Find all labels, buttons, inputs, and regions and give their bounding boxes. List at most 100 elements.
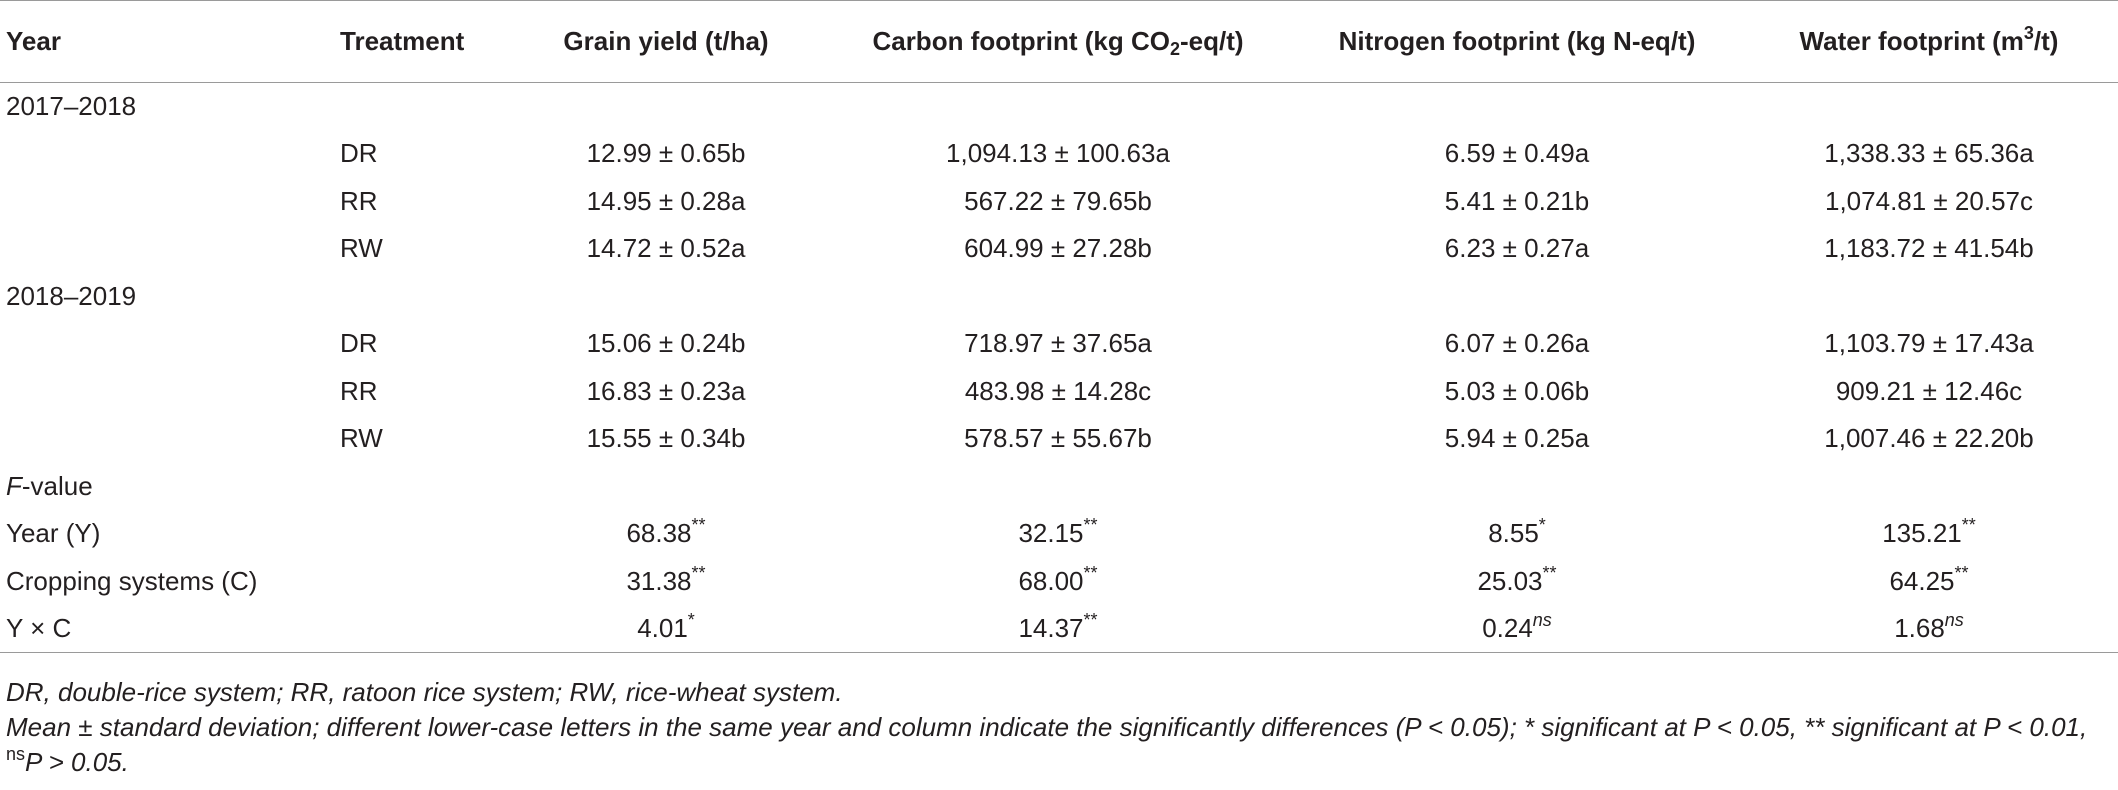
footprint-table: Year Treatment Grain yield (t/ha) Carbon… — [0, 0, 2118, 653]
table-footnotes: DR, double-rice system; RR, ratoon rice … — [6, 675, 2112, 780]
header-carbon-subscript: 2 — [1169, 39, 1180, 59]
significance-mark: ns — [1944, 610, 1964, 630]
grain-yield-cell: 14.72 ± 0.52a — [586, 233, 746, 264]
fvalue-carbon-cell: 68.00** — [822, 558, 1294, 606]
fvalue-nitrogen-cell: 0.24ns — [1294, 605, 1740, 653]
treatment-cell: RW — [340, 233, 383, 264]
table-row: RR 16.83 ± 0.23a 483.98 ± 14.28c 5.03 ± … — [0, 368, 2118, 416]
grain-yield-cell: 15.55 ± 0.34b — [586, 423, 746, 454]
header-water-footprint: Water footprint (m3/t) — [1740, 0, 2118, 83]
header-water-text: Water footprint (m — [1799, 26, 2024, 56]
fvalue-label: Cropping systems (C) — [6, 565, 258, 596]
fvalue-number: 31.38 — [626, 565, 692, 596]
significance-mark: ** — [1083, 562, 1098, 583]
fvalue-number: 0.24 — [1482, 613, 1533, 643]
footnote-stats-text: Mean ± standard deviation; different low… — [6, 712, 2088, 742]
fvalue-water-cell: 1.68ns — [1740, 605, 2118, 653]
nitrogen-footprint-cell: 5.03 ± 0.06b — [1444, 375, 1590, 406]
significance-mark: ** — [1083, 610, 1098, 630]
significance-mark: ** — [1083, 515, 1098, 536]
fvalue-italic: F — [6, 470, 22, 501]
fvalue-number: 135.21 — [1882, 518, 1962, 549]
header-carbon-unit: -eq/t) — [1179, 26, 1244, 56]
water-footprint-cell: 1,183.72 ± 41.54b — [1824, 233, 2034, 264]
footnote-statistics: Mean ± standard deviation; different low… — [6, 710, 2112, 780]
significance-mark: ** — [1961, 515, 1976, 536]
nitrogen-footprint-cell: 5.41 ± 0.21b — [1444, 185, 1590, 216]
fvalue-number: 32.15 — [1018, 518, 1084, 549]
footnote-stats-end: P > 0.05. — [25, 747, 129, 777]
water-footprint-cell: 1,007.46 ± 22.20b — [1824, 423, 2034, 454]
water-footprint-cell: 1,103.79 ± 17.43a — [1824, 328, 2034, 359]
header-nitrogen-footprint: Nitrogen footprint (kg N-eq/t) — [1294, 0, 1740, 83]
fvalue-rest: -value — [21, 470, 93, 501]
carbon-footprint-cell: 483.98 ± 14.28c — [964, 375, 1152, 406]
nitrogen-footprint-cell: 6.59 ± 0.49a — [1444, 138, 1590, 169]
fvalue-grain-cell: 31.38** — [510, 558, 822, 606]
significance-mark: ** — [1954, 562, 1969, 583]
fvalue-row: Cropping systems (C) 31.38** 68.00** 25.… — [0, 558, 2118, 606]
fvalue-carbon-cell: 32.15** — [822, 510, 1294, 558]
carbon-footprint-cell: 604.99 ± 27.28b — [964, 233, 1152, 264]
fvalue-grain-cell: 4.01* — [510, 605, 822, 653]
table-row: RW 14.72 ± 0.52a 604.99 ± 27.28b 6.23 ± … — [0, 225, 2118, 273]
fvalue-grain-cell: 68.38** — [510, 510, 822, 558]
header-treatment: Treatment — [340, 0, 510, 83]
footnote-ns-mark: ns — [6, 744, 26, 764]
water-footprint-cell: 1,074.81 ± 20.57c — [1825, 185, 2033, 216]
fvalue-nitrogen-cell: 8.55* — [1294, 510, 1740, 558]
fvalue-water-cell: 64.25** — [1740, 558, 2118, 606]
grain-yield-cell: 16.83 ± 0.23a — [586, 375, 746, 406]
carbon-footprint-cell: 1,094.13 ± 100.63a — [946, 138, 1170, 169]
fvalue-number: 8.55 — [1488, 518, 1539, 549]
fvalue-number: 4.01 — [637, 613, 688, 643]
header-water-unit: /t) — [2033, 26, 2059, 56]
fvalue-carbon-cell: 14.37** — [822, 605, 1294, 653]
carbon-footprint-cell: 718.97 ± 37.65a — [964, 328, 1152, 359]
fvalue-number: 1.68 — [1894, 613, 1945, 643]
grain-yield-cell: 14.95 ± 0.28a — [586, 185, 746, 216]
header-water-superscript: 3 — [2023, 23, 2034, 43]
fvalue-heading: F-value — [0, 463, 340, 511]
grain-yield-cell: 15.06 ± 0.24b — [586, 328, 746, 359]
header-year: Year — [0, 0, 340, 83]
fvalue-nitrogen-cell: 25.03** — [1294, 558, 1740, 606]
fvalue-row: Y × C 4.01* 14.37** 0.24ns 1.68ns — [0, 605, 2118, 653]
water-footprint-cell: 1,338.33 ± 65.36a — [1824, 138, 2034, 169]
significance-mark: ** — [1542, 562, 1557, 583]
nitrogen-footprint-cell: 6.07 ± 0.26a — [1444, 328, 1590, 359]
table-row: DR 12.99 ± 0.65b 1,094.13 ± 100.63a 6.59… — [0, 130, 2118, 178]
header-grain-yield: Grain yield (t/ha) — [510, 0, 822, 83]
year-group-row: 2017–2018 — [0, 83, 2118, 131]
treatment-cell: RR — [340, 375, 378, 406]
carbon-footprint-cell: 578.57 ± 55.67b — [964, 423, 1152, 454]
header-carbon-text: Carbon footprint (kg CO — [872, 26, 1170, 56]
treatment-cell: RR — [340, 185, 378, 216]
significance-mark: ns — [1532, 610, 1552, 630]
nitrogen-footprint-cell: 6.23 ± 0.27a — [1444, 233, 1590, 264]
year-label: 2018–2019 — [6, 280, 137, 311]
fvalue-number: 68.00 — [1018, 565, 1084, 596]
table-row: DR 15.06 ± 0.24b 718.97 ± 37.65a 6.07 ± … — [0, 320, 2118, 368]
nitrogen-footprint-cell: 5.94 ± 0.25a — [1444, 423, 1590, 454]
carbon-footprint-cell: 567.22 ± 79.65b — [964, 185, 1152, 216]
treatment-cell: DR — [340, 138, 378, 169]
significance-mark: ** — [691, 562, 706, 583]
year-group-row: 2018–2019 — [0, 273, 2118, 321]
footnote-abbreviations: DR, double-rice system; RR, ratoon rice … — [6, 677, 843, 707]
fvalue-label: Y × C — [0, 605, 510, 653]
significance-mark: ** — [691, 515, 706, 536]
fvalue-row: Year (Y) 68.38** 32.15** 8.55* 135.21** — [0, 510, 2118, 558]
table-row: RR 14.95 ± 0.28a 567.22 ± 79.65b 5.41 ± … — [0, 178, 2118, 226]
fvalue-number: 14.37 — [1018, 613, 1084, 643]
fvalue-number: 64.25 — [1889, 565, 1955, 596]
fvalue-water-cell: 135.21** — [1740, 510, 2118, 558]
treatment-cell: RW — [340, 423, 383, 454]
water-footprint-cell: 909.21 ± 12.46c — [1835, 375, 2023, 406]
fvalue-heading-row: F-value — [0, 463, 2118, 511]
grain-yield-cell: 12.99 ± 0.65b — [586, 138, 746, 169]
header-carbon-footprint: Carbon footprint (kg CO2-eq/t) — [822, 0, 1294, 83]
significance-mark: * — [1538, 515, 1546, 536]
fvalue-number: 68.38 — [626, 518, 692, 549]
